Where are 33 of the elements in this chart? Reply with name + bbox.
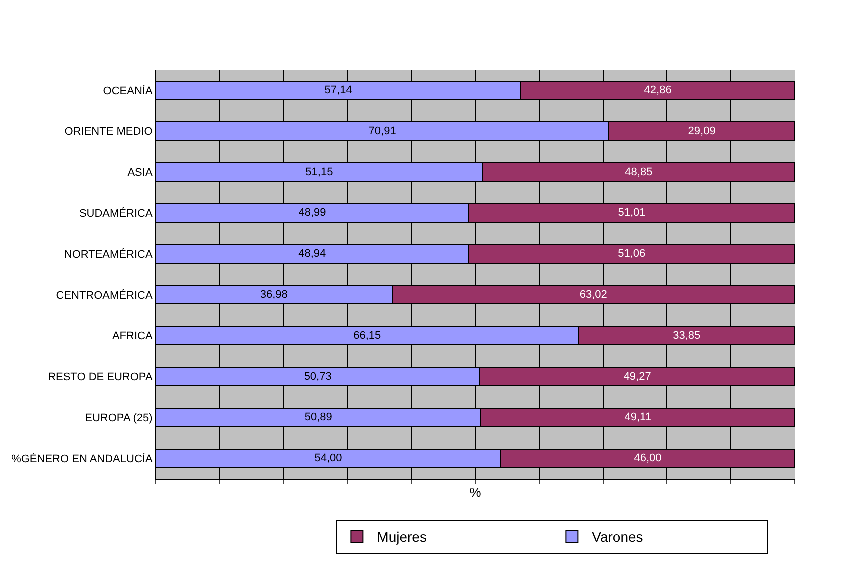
data-label: 48,94	[298, 248, 326, 260]
y-tick-label: RESTO DE EUROPA	[48, 372, 154, 384]
y-tick-label: EUROPA (25)	[85, 412, 153, 424]
y-tick-label: CENTROAMÉRICA	[56, 288, 154, 302]
data-label: 29,09	[688, 125, 716, 138]
data-label: 48,85	[625, 166, 653, 178]
y-tick-label: ORIENTE MEDIO	[64, 126, 154, 138]
legend-label: Mujeres	[377, 528, 427, 545]
y-tick-label: %GÉNERO EN ANDALUCÍA	[12, 452, 154, 466]
data-label: 70,91	[368, 125, 396, 138]
legend-label: Varones	[592, 528, 644, 545]
data-label: 36,98	[260, 288, 288, 301]
y-tick-label: SUDAMÉRICA	[79, 207, 154, 220]
data-label: 46,00	[634, 452, 662, 465]
data-label: 63,02	[580, 288, 608, 301]
y-tick-label: OCEANÍA	[103, 84, 154, 98]
data-label: 33,85	[673, 330, 701, 342]
data-label: 57,14	[324, 84, 352, 96]
data-label: 48,99	[298, 207, 326, 220]
data-label: 66,15	[354, 330, 382, 342]
data-label: 49,11	[624, 412, 652, 424]
x-axis-title: %	[470, 484, 482, 500]
data-label: 42,86	[644, 84, 672, 96]
y-tick-label: NORTEAMÉRICA	[64, 248, 154, 261]
data-label: 50,73	[304, 370, 332, 383]
data-label: 49,27	[624, 370, 652, 383]
data-label: 51,15	[306, 166, 334, 178]
y-tick-label: ASIA	[128, 167, 154, 180]
data-label: 51,06	[618, 248, 646, 260]
data-label: 54,00	[314, 452, 342, 465]
data-label: 50,89	[304, 412, 332, 424]
y-tick-label: AFRICA	[112, 330, 154, 343]
data-label: 51,01	[618, 207, 646, 220]
